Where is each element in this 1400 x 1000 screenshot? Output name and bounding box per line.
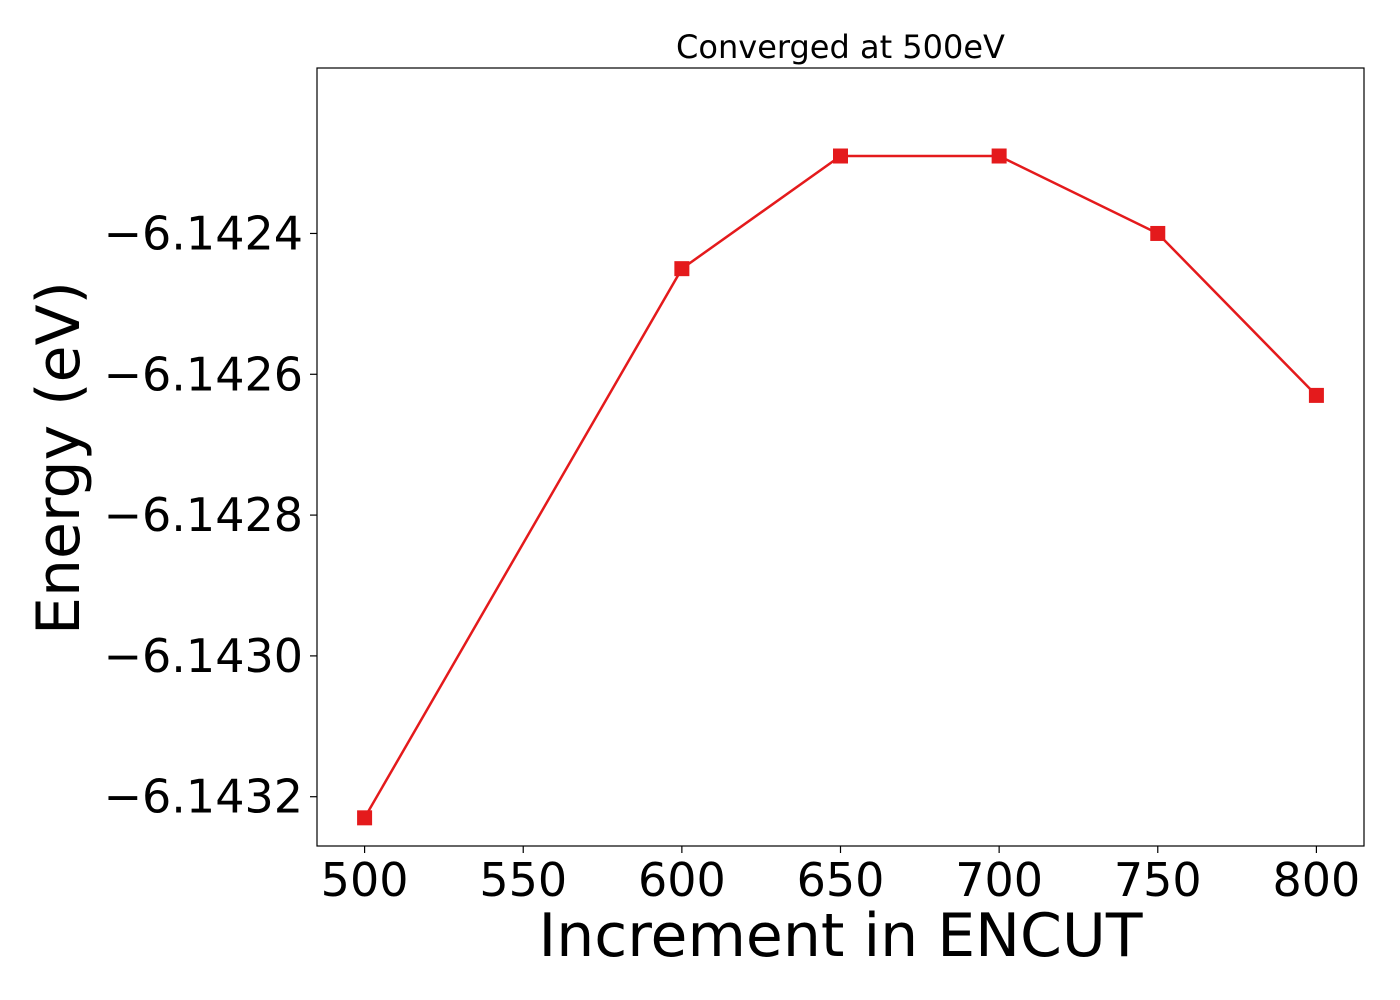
x-tick-label: 750 — [1114, 853, 1202, 907]
data-point-marker — [357, 810, 373, 826]
y-axis: −6.1432 −6.1430 −6.1428 −6.1426 −6.1424 — [104, 206, 317, 824]
x-tick-label: 700 — [955, 853, 1043, 907]
y-axis-title: Energy (eV) — [24, 281, 94, 635]
x-axis-title: Increment in ENCUT — [539, 901, 1143, 971]
y-tick-label: −6.1424 — [104, 206, 304, 260]
x-tick-label: 500 — [321, 853, 409, 907]
chart-title: Converged at 500eV — [676, 28, 1005, 66]
x-tick-label: 550 — [479, 853, 567, 907]
y-tick-label: −6.1426 — [104, 347, 304, 401]
data-point-marker — [991, 148, 1007, 164]
series-line — [363, 154, 1318, 819]
x-axis: 500 550 600 650 700 750 800 — [321, 846, 1361, 907]
y-tick-label: −6.1432 — [104, 770, 304, 824]
y-tick-label: −6.1428 — [104, 488, 304, 542]
data-point-marker — [833, 148, 848, 164]
data-point-marker — [1150, 225, 1166, 241]
data-point-marker — [674, 261, 690, 277]
x-tick-label: 650 — [797, 853, 885, 907]
plot-area-frame — [316, 67, 1365, 847]
series-layer — [357, 148, 1324, 826]
x-tick-label: 600 — [638, 853, 726, 907]
y-tick-label: −6.1430 — [104, 629, 304, 683]
x-tick-label: 800 — [1273, 853, 1361, 907]
data-point-marker — [1308, 387, 1324, 403]
